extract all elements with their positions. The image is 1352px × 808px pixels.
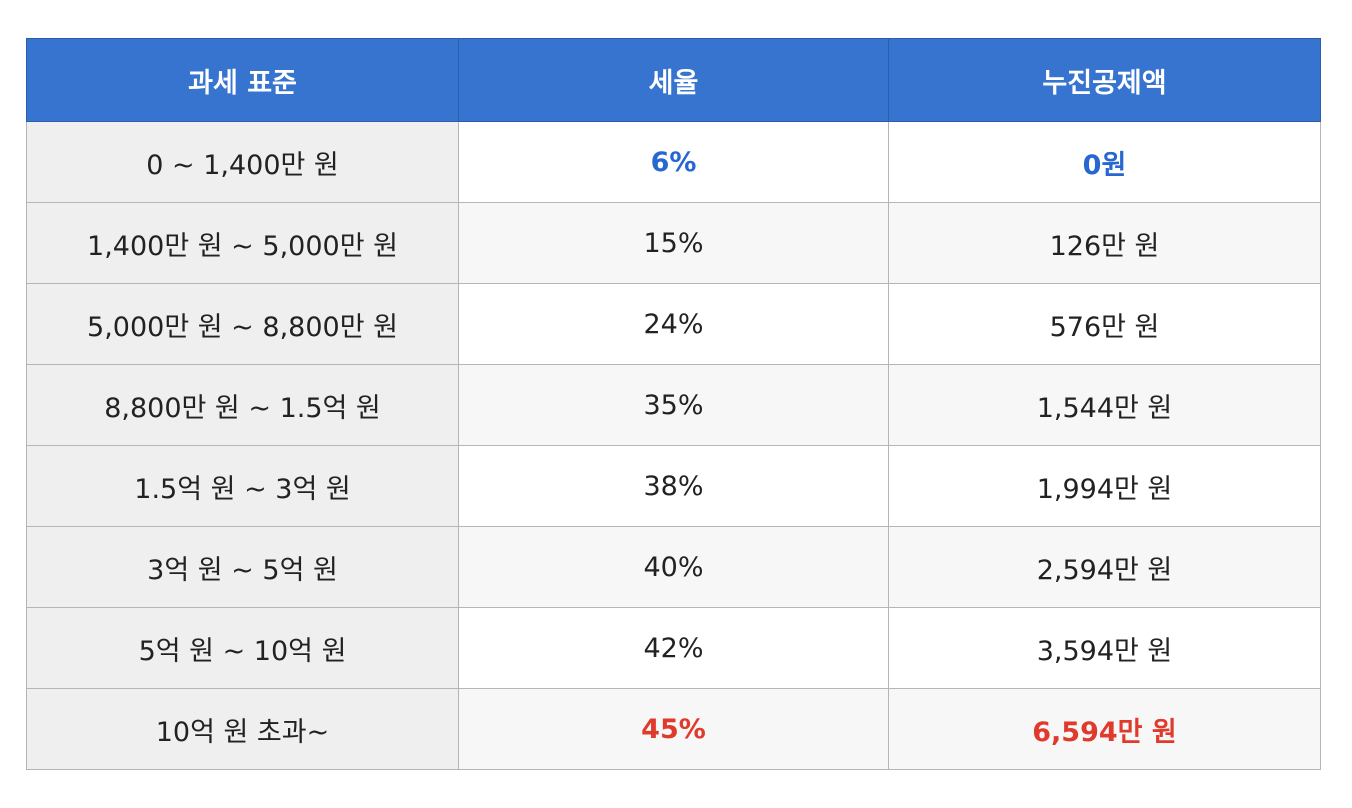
table-row: 5억 원 ~ 10억 원 42% 3,594만 원: [26, 607, 1321, 689]
header-tax-rate: 세율: [458, 38, 889, 122]
tax-rate-cell: 24%: [458, 283, 889, 365]
tax-base-cell: 0 ~ 1,400만 원: [26, 121, 459, 203]
tax-rate-cell: 15%: [458, 202, 889, 284]
tax-rate-table-container: 과세 표준 세율 누진공제액 0 ~ 1,400만 원 6% 0원 1,400만…: [26, 38, 1321, 770]
deduction-cell: 1,544만 원: [888, 364, 1321, 446]
table-row: 8,800만 원 ~ 1.5억 원 35% 1,544만 원: [26, 364, 1321, 446]
deduction-cell: 3,594만 원: [888, 607, 1321, 689]
tax-rate-cell: 38%: [458, 445, 889, 527]
header-tax-base: 과세 표준: [26, 38, 459, 122]
table-row: 10억 원 초과~ 45% 6,594만 원: [26, 688, 1321, 770]
tax-rate-cell: 6%: [458, 121, 889, 203]
table-row: 0 ~ 1,400만 원 6% 0원: [26, 121, 1321, 203]
deduction-cell: 6,594만 원: [888, 688, 1321, 770]
table-row: 1.5억 원 ~ 3억 원 38% 1,994만 원: [26, 445, 1321, 527]
tax-base-cell: 8,800만 원 ~ 1.5억 원: [26, 364, 459, 446]
tax-rate-cell: 40%: [458, 526, 889, 608]
deduction-cell: 126만 원: [888, 202, 1321, 284]
tax-rate-cell: 42%: [458, 607, 889, 689]
tax-base-cell: 1.5억 원 ~ 3억 원: [26, 445, 459, 527]
deduction-cell: 2,594만 원: [888, 526, 1321, 608]
tax-rate-table: 과세 표준 세율 누진공제액 0 ~ 1,400만 원 6% 0원 1,400만…: [26, 38, 1321, 770]
tax-base-cell: 10억 원 초과~: [26, 688, 459, 770]
tax-rate-cell: 35%: [458, 364, 889, 446]
table-row: 1,400만 원 ~ 5,000만 원 15% 126만 원: [26, 202, 1321, 284]
tax-base-cell: 5,000만 원 ~ 8,800만 원: [26, 283, 459, 365]
deduction-cell: 1,994만 원: [888, 445, 1321, 527]
tax-base-cell: 3억 원 ~ 5억 원: [26, 526, 459, 608]
tax-base-cell: 1,400만 원 ~ 5,000만 원: [26, 202, 459, 284]
table-row: 5,000만 원 ~ 8,800만 원 24% 576만 원: [26, 283, 1321, 365]
deduction-cell: 0원: [888, 121, 1321, 203]
tax-base-cell: 5억 원 ~ 10억 원: [26, 607, 459, 689]
tax-rate-cell: 45%: [458, 688, 889, 770]
header-progressive-deduction: 누진공제액: [888, 38, 1321, 122]
table-header-row: 과세 표준 세율 누진공제액: [26, 38, 1321, 122]
table-row: 3억 원 ~ 5억 원 40% 2,594만 원: [26, 526, 1321, 608]
deduction-cell: 576만 원: [888, 283, 1321, 365]
